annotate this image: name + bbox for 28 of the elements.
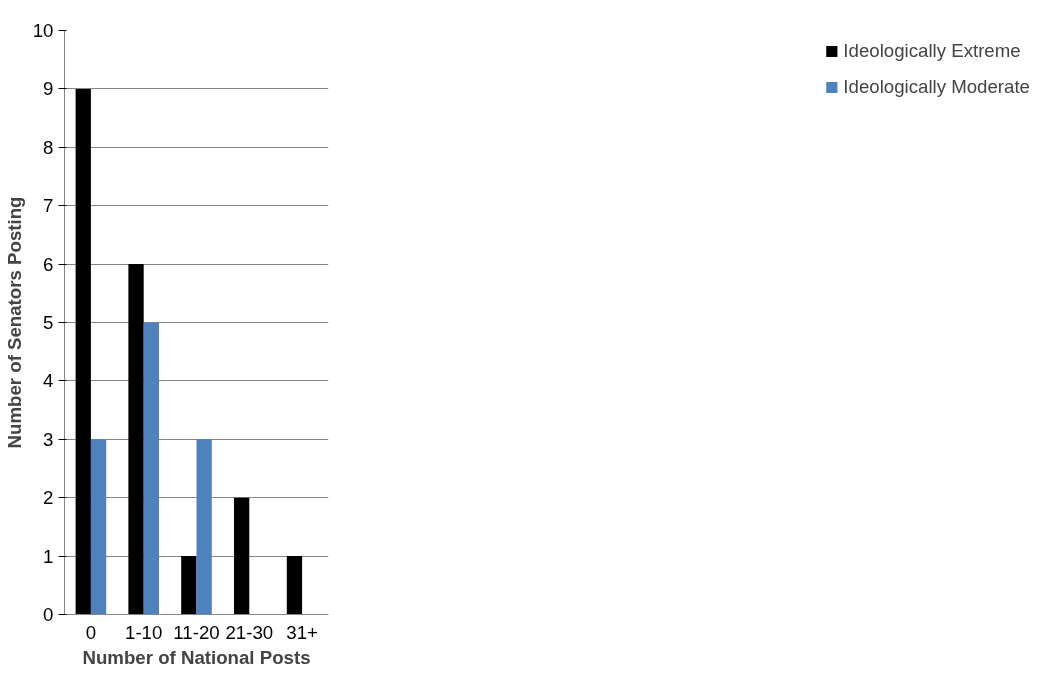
y-tick-label: 6 [43, 253, 54, 275]
bar [181, 556, 197, 615]
y-tick-label: 1 [43, 545, 54, 567]
x-tick-label: 1-10 [125, 621, 163, 643]
bar [75, 88, 91, 615]
bar [128, 264, 144, 615]
x-tick-label: 31+ [286, 621, 318, 643]
y-tick-label: 7 [43, 195, 54, 217]
y-tick-label: 0 [43, 604, 54, 625]
legend-label: Ideologically Extreme [843, 40, 1021, 62]
bar [90, 439, 107, 615]
x-tick-label: 11-20 [173, 621, 220, 643]
x-tick-label: 21-30 [225, 621, 274, 643]
y-tick-label: 3 [43, 428, 54, 450]
legend-label: Ideologically Moderate [843, 76, 1030, 98]
y-tick-label: 5 [43, 312, 54, 333]
bar [143, 322, 160, 615]
y-axis-title: Number of Senators Posting [3, 196, 25, 449]
x-axis-title: Number of National Posts [82, 646, 311, 668]
bar [233, 497, 250, 615]
y-tick-label: 10 [32, 20, 54, 41]
y-tick-label: 8 [43, 136, 54, 158]
bar [286, 556, 303, 615]
y-tick-label: 2 [43, 487, 54, 509]
y-tick-label: 4 [43, 370, 54, 392]
bar [196, 439, 212, 615]
y-tick-label: 9 [43, 78, 54, 100]
x-tick-label: 0 [85, 621, 97, 643]
